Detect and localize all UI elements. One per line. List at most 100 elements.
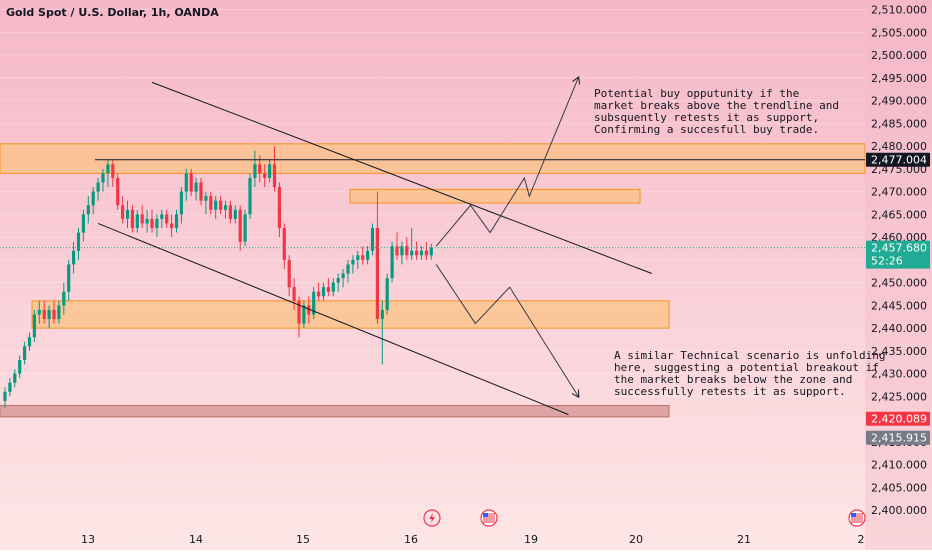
- candle-body: [317, 291, 321, 297]
- candle-body: [351, 259, 355, 265]
- chart-title: Gold Spot / U.S. Dollar, 1h, OANDA: [6, 6, 219, 19]
- y-tick-label: 2,400.000: [871, 504, 927, 517]
- support-zone: [31, 300, 670, 329]
- candle-body: [361, 255, 365, 260]
- candle-body: [18, 359, 22, 374]
- candle-body: [72, 250, 76, 265]
- x-tick-label: 2: [858, 533, 865, 546]
- candle-body: [419, 250, 424, 256]
- candle-body: [302, 305, 306, 324]
- candle-body: [106, 164, 110, 174]
- candle-body: [135, 214, 139, 229]
- x-tick-label: 21: [737, 533, 751, 546]
- sell-note-line: here, suggesting a potential breakout if: [614, 361, 879, 374]
- candle-body: [223, 205, 228, 210]
- candle-body: [199, 182, 203, 201]
- price-axis[interactable]: 2,400.0002,405.0002,410.0002,415.0002,42…: [865, 0, 932, 550]
- y-tick-label: 2,450.000: [871, 277, 927, 290]
- bullish-projection: [435, 78, 578, 247]
- candle-body: [312, 291, 316, 315]
- buy-note-line: Potential buy opputunity if the: [594, 87, 800, 100]
- candle-body: [405, 246, 409, 256]
- candle-body: [292, 287, 296, 301]
- price-axis-bg: [865, 0, 932, 550]
- buy-note: Potential buy opputunity if the market b…: [594, 88, 839, 136]
- candle-body: [410, 250, 414, 256]
- candle-body: [140, 214, 144, 224]
- candle-body: [27, 337, 32, 347]
- us-flag-icon[interactable]: [848, 509, 866, 527]
- candle-body: [145, 218, 149, 224]
- candle-body: [366, 250, 370, 260]
- candle-body: [8, 382, 12, 392]
- y-tick-label: 2,495.000: [871, 72, 927, 85]
- candle-body: [390, 246, 394, 279]
- candle-body: [165, 214, 169, 224]
- candle-body: [253, 164, 257, 178]
- y-tick-label: 2,470.000: [871, 186, 927, 199]
- candle-body: [400, 246, 404, 256]
- candle-body: [346, 264, 350, 274]
- candle-body: [282, 228, 286, 260]
- candle-body: [47, 309, 51, 320]
- y-tick-label: 2,490.000: [871, 95, 927, 108]
- candle-body: [219, 200, 223, 210]
- sell-note-line: successfully retests it as support.: [614, 385, 846, 398]
- sell-note-line: the market breaks below the zone and: [614, 373, 853, 386]
- x-tick-label: 19: [524, 533, 538, 546]
- candle-body: [297, 300, 301, 324]
- candle-body: [150, 218, 154, 229]
- candle-body: [121, 205, 125, 219]
- red-price-tag: 2,420.089: [871, 413, 927, 426]
- candle-body: [91, 191, 95, 206]
- sell-note-line: A similar Technical scenario is unfoldin…: [614, 349, 886, 362]
- candle-body: [32, 314, 36, 338]
- candle-body: [125, 209, 130, 219]
- candle-body: [356, 255, 360, 260]
- candle-body: [67, 264, 71, 292]
- candle-body: [341, 273, 345, 279]
- candle-body: [37, 309, 41, 315]
- y-tick-label: 2,465.000: [871, 208, 927, 221]
- resistance-zone: [0, 143, 866, 174]
- candle-body: [370, 228, 375, 251]
- upper-small-zone: [349, 188, 641, 204]
- event-icons[interactable]: [423, 509, 866, 527]
- lightning-icon[interactable]: [423, 509, 441, 527]
- candle-body: [380, 309, 384, 320]
- candle-body: [116, 177, 120, 206]
- time-axis[interactable]: 13 14 15 16 19 20 21 2: [81, 533, 865, 546]
- lightning-icon-bolt: [429, 513, 435, 523]
- sell-note: A similar Technical scenario is unfoldin…: [614, 350, 886, 398]
- candle-body: [429, 247, 433, 256]
- bottom-zone: [0, 404, 670, 418]
- candle-body: [204, 196, 208, 201]
- candle-body: [184, 173, 188, 192]
- candle-body: [62, 291, 66, 306]
- candle-body: [194, 182, 198, 192]
- candle-body: [76, 232, 81, 251]
- us-flag-icon[interactable]: [480, 509, 498, 527]
- zones: [0, 143, 866, 418]
- y-tick-label: 2,435.000: [871, 345, 927, 358]
- gray-price-tag-bg: [866, 430, 930, 445]
- candle-body: [174, 214, 179, 229]
- candle-body: [424, 250, 428, 256]
- lower-trendline: [97, 222, 569, 416]
- flag-canton: [851, 513, 856, 517]
- candle-body: [111, 164, 115, 178]
- candle-body: [268, 164, 272, 178]
- candle-body: [214, 200, 218, 210]
- candle-body: [395, 246, 399, 256]
- y-tick-label: 2,440.000: [871, 322, 927, 335]
- candle-body: [42, 309, 46, 320]
- candle-body: [258, 164, 262, 174]
- buy-note-line: market breaks above the trendline and: [594, 99, 840, 112]
- x-tick-label: 20: [629, 533, 643, 546]
- candle-body: [307, 305, 311, 315]
- y-tick-label: 2,425.000: [871, 390, 927, 403]
- candle-body: [248, 177, 252, 215]
- candle-body: [57, 305, 61, 320]
